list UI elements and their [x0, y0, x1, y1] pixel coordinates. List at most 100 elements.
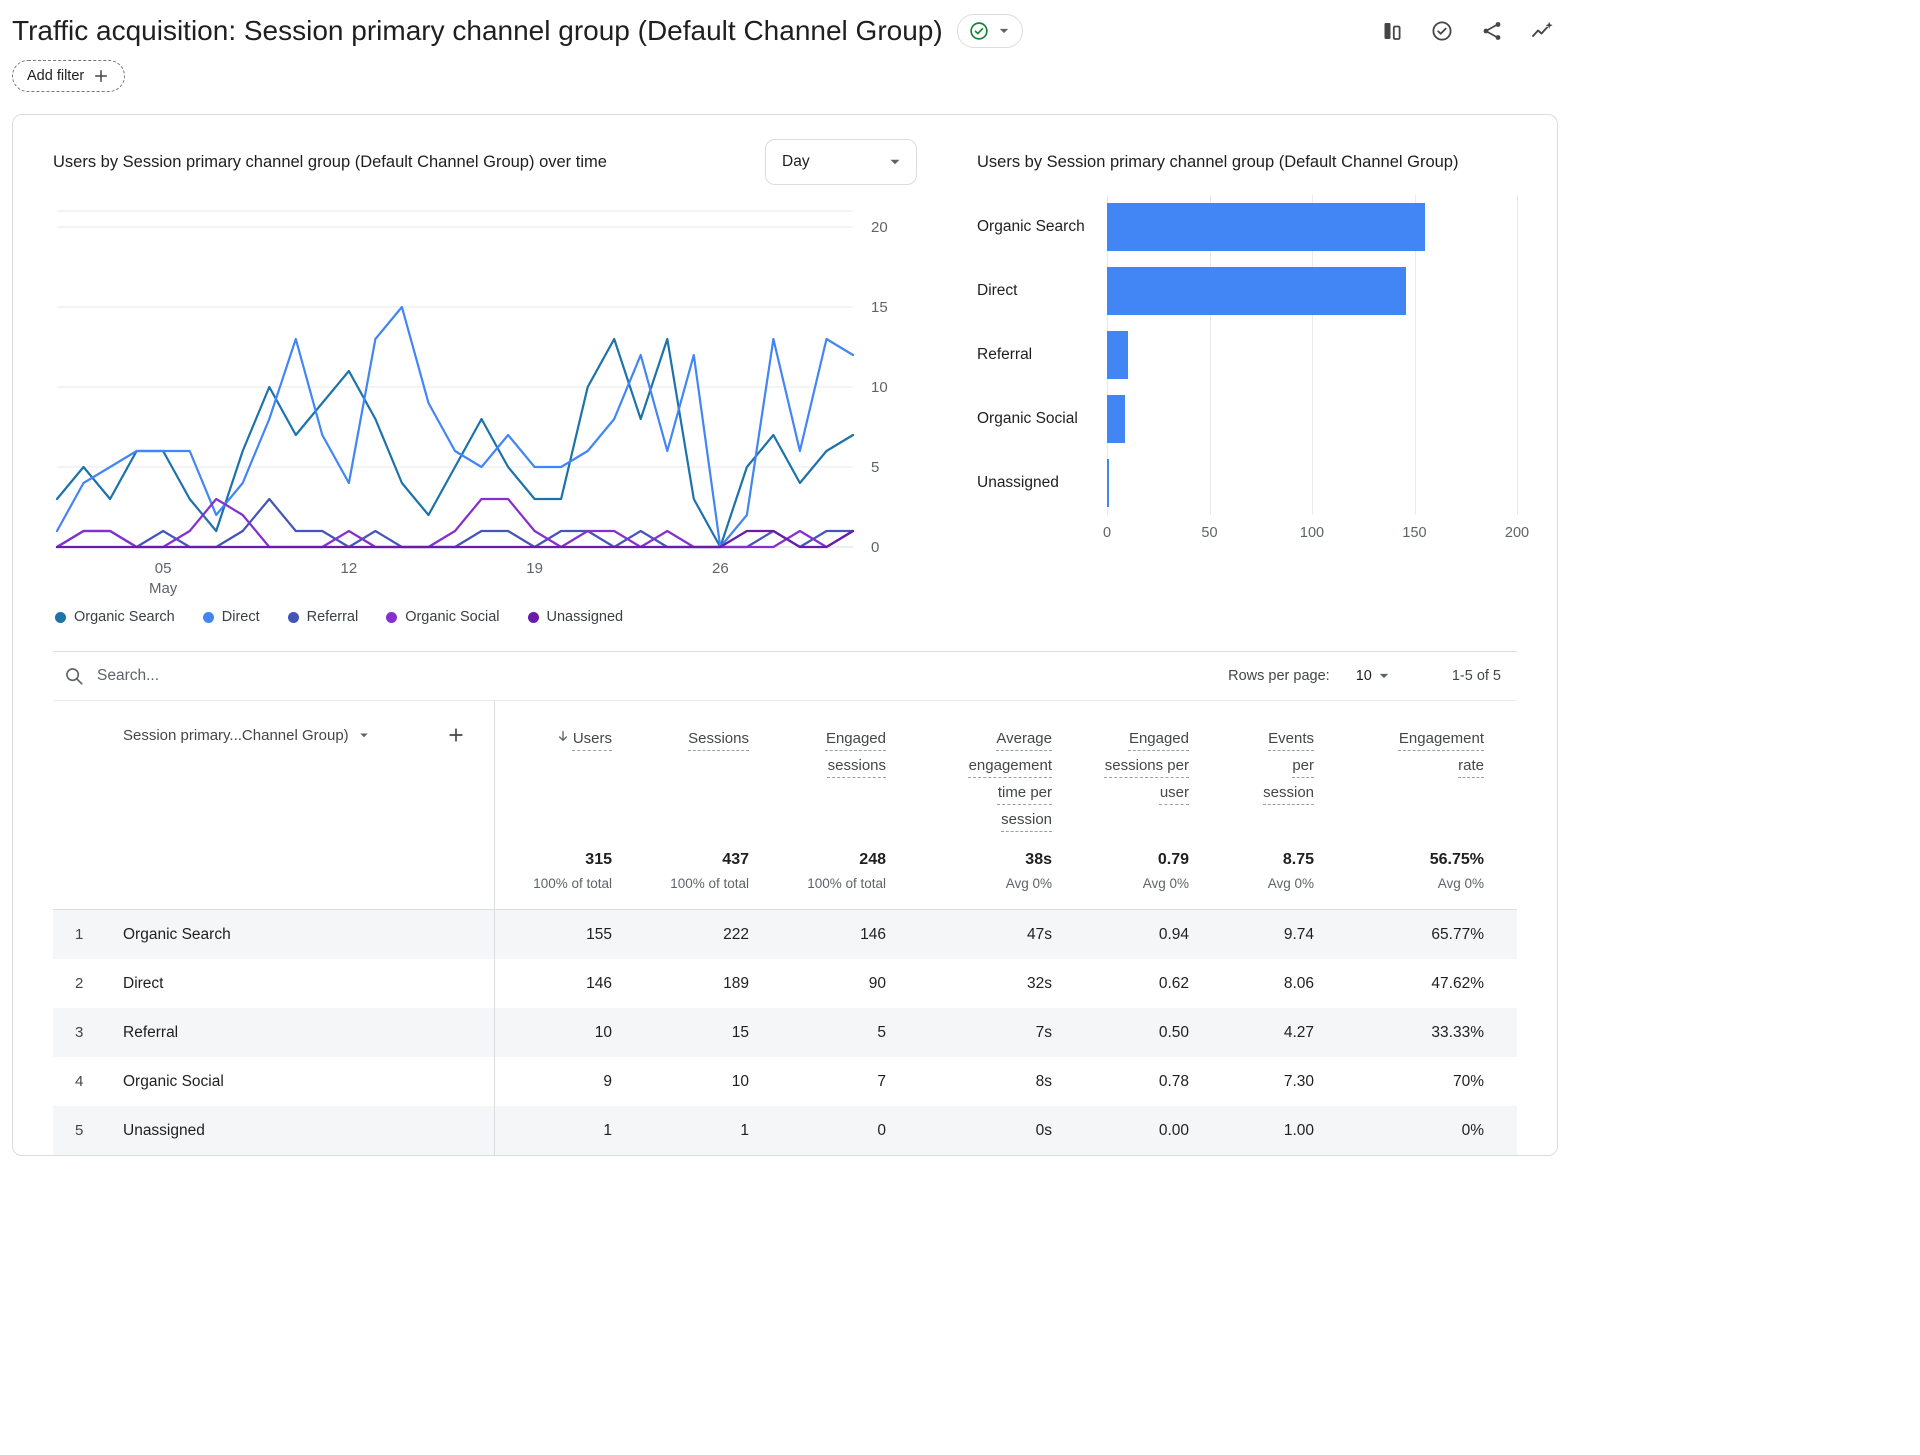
add-dimension-button[interactable] [446, 725, 466, 745]
column-header-engaged-sessions-per-user[interactable]: Engaged sessions per user [1052, 725, 1189, 806]
share-icon[interactable] [1480, 19, 1504, 43]
column-header-average-engagement-time-per-session[interactable]: Average engagement time per session [886, 725, 1052, 833]
row-dimension-value: Referral [123, 1023, 179, 1041]
total-subtext: Avg 0% [1437, 876, 1484, 891]
bar-referral [1107, 330, 1128, 379]
table-row-direct: 2 Direct 146 189 90 32s 0.62 8.06 47.62% [53, 959, 1517, 1008]
column-header-label: Engaged sessions [825, 730, 886, 774]
table-row-organic-social: 4 Organic Social 9 10 7 8s 0.78 7.30 70% [53, 1057, 1517, 1106]
granularity-value: Day [782, 153, 810, 170]
bar-x-tick-label: 0 [1102, 524, 1112, 541]
row-metric-value: 32s [1027, 974, 1052, 992]
row-metric-value: 10 [594, 1023, 612, 1041]
legend-label: Direct [221, 609, 260, 625]
column-header-engaged-sessions[interactable]: Engaged sessions [749, 725, 886, 779]
column-header-label: Average engagement time per session [968, 730, 1052, 828]
bar-chart-bars [1107, 195, 1517, 515]
column-header-label: Engaged sessions per user [1104, 730, 1189, 801]
legend-item-direct: Direct [202, 609, 260, 625]
svg-text:20: 20 [871, 219, 888, 236]
comparison-icon[interactable] [1380, 19, 1404, 43]
legend-label: Organic Search [74, 609, 175, 625]
row-metric-value: 47s [1027, 925, 1052, 943]
plus-icon [449, 728, 463, 742]
table-row-unassigned: 5 Unassigned 1 1 0 0s 0.00 1.00 0% [53, 1106, 1517, 1155]
rows-per-page-select[interactable]: 10 [1356, 666, 1394, 686]
row-metric-value: 0 [877, 1121, 886, 1139]
row-dimension-value: Unassigned [123, 1121, 205, 1139]
svg-text:26: 26 [712, 560, 729, 577]
bar-direct [1107, 266, 1407, 315]
column-header-label: Users [572, 730, 612, 747]
total-cell: 56.75% Avg 0% [1314, 851, 1517, 891]
bar-row [1107, 387, 1517, 451]
row-dimension-value: Direct [123, 974, 164, 992]
chevron-down-icon [359, 733, 368, 738]
bar-category-label: Direct [977, 281, 1018, 299]
bar-x-tick-label: 50 [1201, 524, 1218, 541]
total-value: 315 [585, 851, 612, 868]
legend-item-organic-social: Organic Social [386, 609, 500, 625]
add-filter-label: Add filter [27, 68, 85, 84]
total-subtext: Avg 0% [1005, 876, 1052, 891]
column-header-users[interactable]: Users [494, 725, 612, 752]
total-cell: 315 100% of total [494, 851, 612, 891]
column-header-events-per-session[interactable]: Events per session [1189, 725, 1314, 806]
legend-item-unassigned: Unassigned [527, 609, 623, 625]
column-divider [494, 701, 495, 1155]
report-card: Users by Session primary channel group (… [12, 114, 1558, 1156]
row-dimension-value: Organic Search [123, 925, 231, 943]
gridline [1312, 194, 1313, 515]
bar-organic-social [1107, 394, 1126, 443]
svg-text:15: 15 [871, 299, 888, 316]
row-metric-value: 0s [1035, 1121, 1052, 1139]
search-input[interactable] [95, 666, 519, 686]
bar-unassigned [1107, 458, 1110, 507]
chevron-down-icon [890, 159, 900, 165]
data-quality-badge[interactable] [956, 14, 1023, 48]
dimension-header[interactable]: Session primary...Channel Group) [53, 725, 494, 745]
row-metric-value: 9 [603, 1072, 612, 1090]
row-metric-value: 65.77% [1431, 925, 1484, 943]
table-body-wrap: Session primary...Channel Group) Users Se… [53, 701, 1517, 1155]
bar-row [1107, 195, 1517, 259]
total-subtext: 100% of total [670, 876, 749, 891]
bar-x-tick-label: 100 [1299, 524, 1325, 541]
bar-row [1107, 451, 1517, 515]
check-circle-icon[interactable] [1430, 19, 1454, 43]
add-filter-button[interactable]: Add filter [12, 60, 126, 92]
row-metric-value: 0.94 [1158, 925, 1189, 943]
granularity-select[interactable]: Day [765, 139, 917, 185]
bar-x-tick-label: 150 [1402, 524, 1427, 541]
svg-text:0: 0 [871, 539, 879, 556]
table-row-organic-search: 1 Organic Search 155 222 146 47s 0.94 9.74 65.77… [53, 910, 1517, 959]
legend-dot [527, 611, 539, 623]
column-header-label: Events per session [1263, 730, 1314, 801]
row-metric-value: 0.62 [1158, 974, 1189, 992]
bar-category-label: Organic Social [977, 409, 1078, 427]
svg-text:19: 19 [526, 560, 543, 577]
total-value: 248 [859, 851, 886, 868]
bar-row [1107, 259, 1517, 323]
row-metric-value: 15 [731, 1023, 749, 1041]
legend-dot [287, 611, 299, 623]
row-index: 3 [75, 1024, 84, 1041]
column-header-engagement-rate[interactable]: Engagement rate [1314, 725, 1517, 779]
report-titlebar: Traffic acquisition: Session primary cha… [12, 14, 1558, 48]
legend-item-organic-search: Organic Search [55, 609, 175, 625]
total-subtext: 100% of total [807, 876, 886, 891]
row-metric-value: 8.06 [1283, 974, 1314, 992]
rows-per-page-value: 10 [1355, 668, 1372, 684]
search-icon [63, 665, 85, 687]
legend-item-referral: Referral [287, 609, 358, 625]
bar-chart-x-axis: 0 50 100 150 200 [1103, 515, 1529, 545]
svg-text:12: 12 [341, 560, 358, 577]
column-header-sessions[interactable]: Sessions [612, 725, 749, 752]
total-subtext: 100% of total [533, 876, 612, 891]
svg-text:May: May [149, 580, 178, 597]
total-value: 0.79 [1157, 851, 1189, 868]
svg-text:5: 5 [871, 459, 879, 476]
row-metric-value: 1.00 [1283, 1121, 1314, 1139]
pagination-range: 1-5 of 5 [1451, 668, 1501, 684]
insights-icon[interactable] [1530, 19, 1554, 43]
